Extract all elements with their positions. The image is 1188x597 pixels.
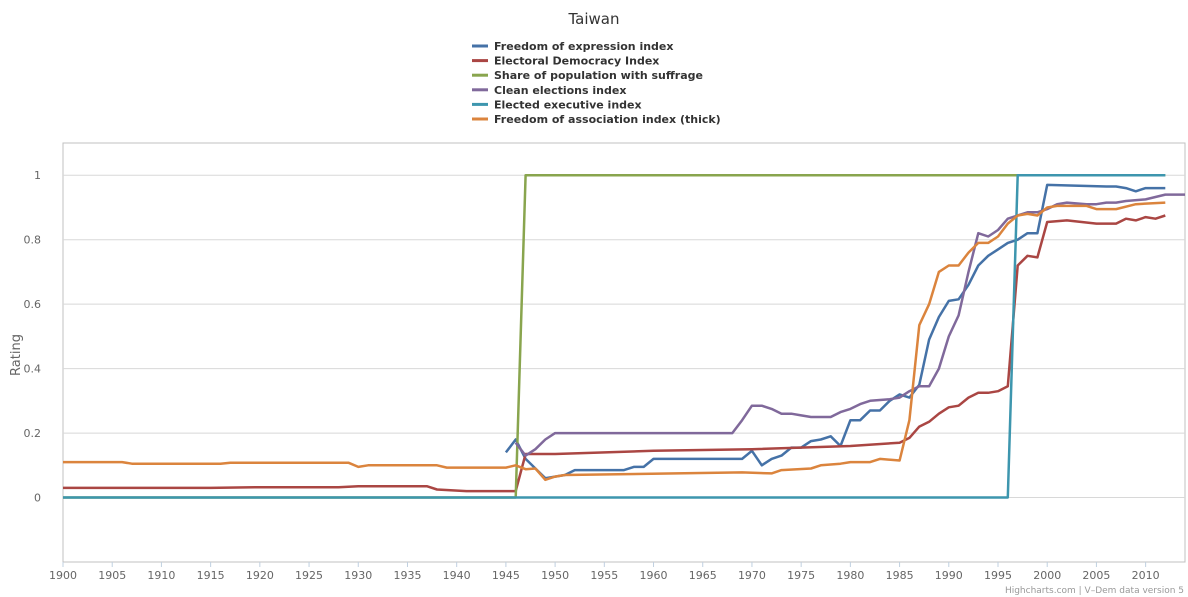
legend-label: Electoral Democracy Index — [494, 55, 659, 68]
series-line — [504, 183, 1166, 480]
y-tick-label: 0.8 — [24, 234, 42, 247]
x-tick-label: 2000 — [1033, 569, 1061, 582]
series-line — [63, 173, 1166, 499]
x-tick-label: 1975 — [787, 569, 815, 582]
series-line — [63, 201, 1166, 482]
x-tick-label: 1935 — [393, 569, 421, 582]
x-tick-label: 1945 — [492, 569, 520, 582]
legend-label: Share of population with suffrage — [494, 69, 703, 82]
y-tick-label: 0.4 — [24, 363, 42, 376]
x-tick-label: 1925 — [295, 569, 323, 582]
x-tick-label: 1985 — [886, 569, 914, 582]
y-tick-label: 0.6 — [24, 298, 42, 311]
x-tick-label: 1980 — [836, 569, 864, 582]
x-tick-label: 1990 — [935, 569, 963, 582]
plot-border — [62, 142, 1186, 563]
x-tick-label: 1940 — [443, 569, 471, 582]
x-tick-label: 1970 — [738, 569, 766, 582]
series-line — [63, 214, 1166, 493]
legend-label: Clean elections index — [494, 84, 626, 97]
legend-label: Freedom of expression index — [494, 40, 673, 53]
series-line — [63, 173, 1166, 499]
x-tick-label: 1920 — [246, 569, 274, 582]
y-axis-label: Rating — [9, 334, 24, 376]
x-tick-label: 1910 — [147, 569, 175, 582]
x-tick-label: 2010 — [1132, 569, 1160, 582]
x-tick-label: 1930 — [344, 569, 372, 582]
x-tick-label: 1915 — [197, 569, 225, 582]
chart-title: Taiwan — [567, 10, 619, 28]
x-tick-label: 1960 — [640, 569, 668, 582]
x-tick-label: 1905 — [98, 569, 126, 582]
legend-label: Freedom of association index (thick) — [494, 113, 721, 126]
x-tick-label: 2005 — [1082, 569, 1110, 582]
x-tick-label: 1965 — [689, 569, 717, 582]
legend-label: Elected executive index — [494, 98, 642, 111]
y-tick-label: 0.2 — [24, 427, 42, 440]
x-tick-label: 1955 — [590, 569, 618, 582]
x-tick-label: 1950 — [541, 569, 569, 582]
y-tick-label: 0 — [34, 492, 41, 505]
y-tick-label: 1 — [34, 169, 41, 182]
x-tick-label: 1900 — [49, 569, 77, 582]
x-tick-label: 1995 — [984, 569, 1012, 582]
series-line — [514, 193, 1185, 457]
credits: Highcharts.com | V–Dem data version 5 — [1005, 586, 1184, 596]
